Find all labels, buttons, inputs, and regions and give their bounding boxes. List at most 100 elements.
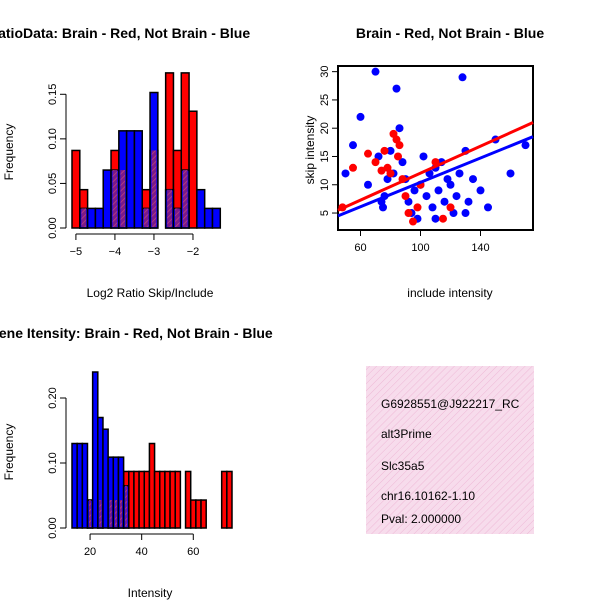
point-not-brain <box>428 203 437 212</box>
point-not-brain <box>364 180 372 189</box>
point-brain <box>404 209 413 218</box>
point-not-brain <box>395 124 404 133</box>
point-not-brain <box>469 175 477 184</box>
bar-not-brain <box>91 371 99 529</box>
bar-overlap <box>125 485 128 527</box>
bar-not-brain <box>71 442 78 529</box>
bar-brain <box>200 499 207 529</box>
point-brain <box>394 152 402 161</box>
point-brain <box>364 149 372 158</box>
x-tick-label: −2 <box>187 246 200 258</box>
point-not-brain <box>341 169 350 178</box>
point-not-brain <box>440 197 449 206</box>
bar-brain <box>148 442 156 529</box>
y-axis-label: skip intensity <box>303 116 317 185</box>
point-brain <box>439 214 447 223</box>
info-location: chr16.10162-1.10 <box>381 489 475 503</box>
y-tick-label: 25 <box>319 94 331 106</box>
chart-title: RatioData: Brain - Red, Not Brain - Blue <box>0 25 250 41</box>
bar-not-brain <box>211 207 222 229</box>
bar-brain <box>71 149 81 229</box>
point-not-brain <box>434 186 443 195</box>
point-brain <box>380 146 389 155</box>
bar-overlap <box>120 170 126 227</box>
point-brain <box>395 141 404 150</box>
x-axis-label: Log2 Ratio Skip/Include <box>87 286 214 300</box>
point-not-brain <box>506 169 515 178</box>
bar-overlap <box>114 500 117 527</box>
x-tick-label: 100 <box>411 242 429 254</box>
bar-not-brain <box>86 207 97 229</box>
point-not-brain <box>431 214 440 223</box>
y-tick-label: 0.10 <box>47 128 59 149</box>
bar-brain <box>158 470 166 529</box>
bar-not-brain <box>102 428 109 529</box>
bar-brain <box>189 499 197 529</box>
bar-overlap <box>109 500 112 527</box>
x-tick-label: 40 <box>136 546 148 558</box>
y-tick-label: 0.00 <box>47 217 59 238</box>
chart-title: Gene Itensity: Brain - Red, Not Brain - … <box>0 325 273 341</box>
bar-overlap <box>167 189 172 227</box>
plot-box <box>337 65 534 231</box>
info-pval: Pval: 2.000000 <box>381 512 461 526</box>
bar-brain <box>138 470 146 529</box>
x-tick-label: 140 <box>471 242 489 254</box>
info-event-type: alt3Prime <box>381 427 432 441</box>
bar-not-brain <box>76 442 84 529</box>
point-not-brain <box>356 112 365 121</box>
point-brain <box>377 166 386 175</box>
y-axis-label: Frequency <box>2 124 16 181</box>
point-not-brain <box>476 186 485 195</box>
point-brain <box>401 192 410 201</box>
point-brain <box>349 163 357 172</box>
bar-overlap <box>88 500 92 527</box>
point-not-brain <box>398 158 407 167</box>
bar-brain <box>174 470 182 529</box>
point-not-brain <box>484 203 492 212</box>
fit-line-brain <box>337 121 534 212</box>
point-not-brain <box>464 197 473 206</box>
x-axis-label: include intensity <box>407 286 492 300</box>
bar-brain <box>153 470 161 529</box>
bar-overlap <box>99 500 102 527</box>
point-brain <box>409 217 417 226</box>
x-tick-label: 60 <box>354 242 366 254</box>
y-tick-label: 10 <box>319 179 331 191</box>
ratio-histogram-panel: RatioData: Brain - Red, Not Brain - Blue… <box>0 25 250 300</box>
y-tick-label: 0.00 <box>47 517 59 538</box>
y-tick-label: 0.05 <box>47 173 59 194</box>
y-tick-label: 0.20 <box>47 387 59 408</box>
point-brain <box>446 203 455 212</box>
bar-brain <box>188 110 198 229</box>
x-tick-label: −3 <box>148 246 161 258</box>
y-tick-label: 15 <box>319 150 331 162</box>
bar-overlap <box>112 170 118 227</box>
y-tick-label: 0.15 <box>47 84 59 105</box>
point-not-brain <box>419 152 428 161</box>
x-tick-label: 60 <box>187 546 199 558</box>
bar-overlap <box>81 208 87 227</box>
point-not-brain <box>461 209 470 218</box>
bar-brain <box>143 470 151 529</box>
point-not-brain <box>521 141 530 150</box>
point-not-brain <box>392 84 401 93</box>
bar-not-brain <box>94 207 104 229</box>
info-gene-name: Slc35a5 <box>381 459 425 473</box>
y-tick-label: 5 <box>319 210 331 216</box>
y-tick-label: 0.10 <box>47 452 59 473</box>
point-not-brain <box>458 73 467 82</box>
bar-not-brain <box>125 130 136 229</box>
bar-not-brain <box>133 130 143 229</box>
x-tick-label: 20 <box>84 546 96 558</box>
info-probe-id: G6928551@J922217_RC <box>381 397 520 411</box>
point-not-brain <box>386 146 395 155</box>
point-brain <box>386 169 395 178</box>
chart-title: Brain - Red, Not Brain - Blue <box>356 25 544 41</box>
bar-overlap <box>174 208 180 227</box>
point-not-brain <box>371 67 380 76</box>
x-tick-label: −4 <box>109 246 122 258</box>
scatter-panel: Brain - Red, Not Brain - Blue include in… <box>303 25 544 300</box>
y-tick-label: 30 <box>319 66 331 78</box>
